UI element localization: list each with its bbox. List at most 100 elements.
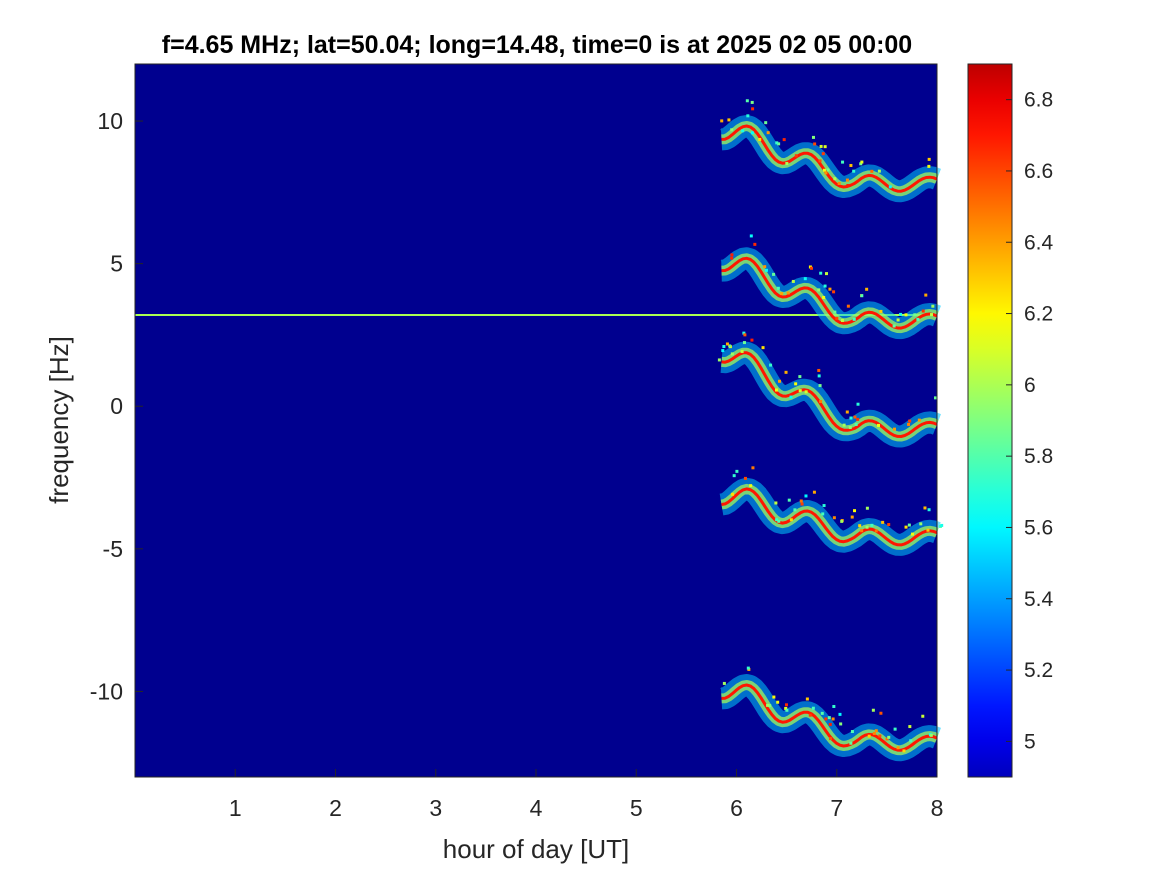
trace-speckle	[764, 268, 768, 272]
trace-speckle	[753, 242, 757, 246]
trace-speckle	[793, 508, 797, 512]
trace-speckle	[730, 352, 734, 356]
trace-speckle	[823, 284, 827, 288]
trace-speckle	[819, 271, 823, 275]
colorbar-tick-label: 6.4	[1024, 231, 1054, 254]
trace-speckle	[879, 711, 883, 715]
trace-speckle	[828, 287, 832, 291]
trace-speckle	[735, 469, 739, 473]
trace-speckle	[881, 520, 885, 524]
trace-speckle	[917, 418, 921, 422]
trace-speckle	[817, 288, 821, 292]
trace-speckle	[850, 730, 854, 734]
trace-speckle	[865, 506, 869, 510]
colorbar-ticks: 6.8 6.6 6.4 6.2 6 5.8 5.6 5.4 5.2 5	[1006, 89, 1054, 753]
spectrogram-plot	[134, 63, 945, 778]
trace-speckle	[872, 731, 876, 735]
y-tick-label: -10	[90, 678, 123, 704]
trace-speckle	[832, 516, 836, 520]
trace-speckle	[927, 164, 931, 168]
trace-speckle	[927, 157, 931, 161]
trace-speckle	[852, 317, 856, 321]
trace-speckle	[808, 713, 812, 717]
trace-speckle	[856, 417, 860, 421]
trace-speckle	[817, 374, 821, 378]
trace-speckle	[804, 494, 808, 498]
trace-speckle	[930, 313, 934, 317]
trace-speckle	[822, 168, 826, 172]
trace-speckle	[742, 331, 746, 335]
trace-speckle	[853, 415, 857, 419]
trace-speckle	[828, 737, 832, 741]
trace-speckle	[923, 506, 927, 510]
x-tick-label: 2	[329, 795, 342, 821]
trace-speckle	[824, 171, 828, 175]
trace-speckle	[742, 341, 746, 345]
trace-speckle	[874, 729, 878, 733]
x-tick-label: 5	[630, 795, 643, 821]
trace-speckle	[785, 708, 789, 712]
trace-speckle	[745, 99, 749, 103]
trace-speckle	[926, 528, 930, 532]
trace-speckle	[899, 312, 903, 316]
trace-speckle	[804, 390, 808, 394]
trace-speckle	[840, 318, 844, 322]
trace-speckle	[919, 522, 923, 526]
trace-speckle	[722, 681, 726, 685]
trace-speckle	[750, 338, 754, 342]
trace-speckle	[750, 131, 754, 135]
trace-speckle	[821, 152, 825, 156]
colorbar-tick-label: 6.6	[1024, 160, 1053, 183]
trace-speckle	[758, 138, 762, 142]
trace-speckle	[860, 294, 864, 298]
y-axis-ticks: 10 5 0 -5 -10	[90, 108, 143, 704]
trace-speckle	[840, 519, 844, 523]
trace-speckle	[832, 704, 836, 708]
colorbar-tick-label: 6.8	[1024, 89, 1053, 112]
trace-speckle	[832, 290, 836, 294]
trace-speckle	[888, 185, 892, 189]
trace-core	[721, 683, 938, 752]
y-tick-label: 0	[110, 393, 123, 419]
trace-core	[721, 351, 938, 438]
trace-speckle	[772, 695, 776, 699]
trace-speckle	[803, 277, 807, 281]
trace-speckle	[720, 119, 724, 123]
plot-background	[135, 64, 937, 777]
trace-speckle	[784, 706, 788, 710]
trace-speckle	[741, 129, 745, 133]
trace-speckle	[913, 313, 917, 317]
chart-title: f=4.65 MHz; lat=50.04; long=14.48, time=…	[162, 31, 912, 59]
trace-speckle	[772, 272, 776, 276]
trace-speckle	[812, 490, 816, 494]
trace-speckle	[768, 704, 772, 708]
trace-speckle	[787, 498, 791, 502]
trace-speckle	[885, 737, 889, 741]
spectrogram-traces	[135, 99, 945, 762]
trace-speckle	[865, 287, 869, 291]
trace-speckle	[887, 735, 891, 739]
trace-speckle	[784, 370, 788, 374]
trace-speckle	[887, 523, 891, 527]
trace-speckle	[907, 523, 911, 527]
x-tick-label: 1	[229, 795, 242, 821]
trace-speckle	[763, 265, 767, 269]
trace-speckle	[867, 734, 871, 738]
trace-speckle	[789, 395, 793, 399]
trace-speckle	[750, 100, 754, 104]
trace-speckle	[904, 313, 908, 317]
trace-speckle	[743, 333, 747, 337]
trace-speckle	[730, 256, 734, 260]
trace-speckle	[878, 734, 882, 738]
trace-speckle	[833, 177, 837, 181]
trace-speckle	[870, 523, 874, 527]
trace-speckle	[871, 708, 875, 712]
trace-speckle	[805, 697, 809, 701]
trace-speckle	[850, 515, 854, 519]
colorbar-tick-label: 5.2	[1024, 659, 1053, 682]
x-tick-label: 7	[830, 795, 843, 821]
trace-speckle	[730, 253, 734, 257]
trace-speckle	[751, 466, 755, 470]
trace-core	[721, 256, 938, 330]
trace-speckle	[818, 159, 822, 163]
